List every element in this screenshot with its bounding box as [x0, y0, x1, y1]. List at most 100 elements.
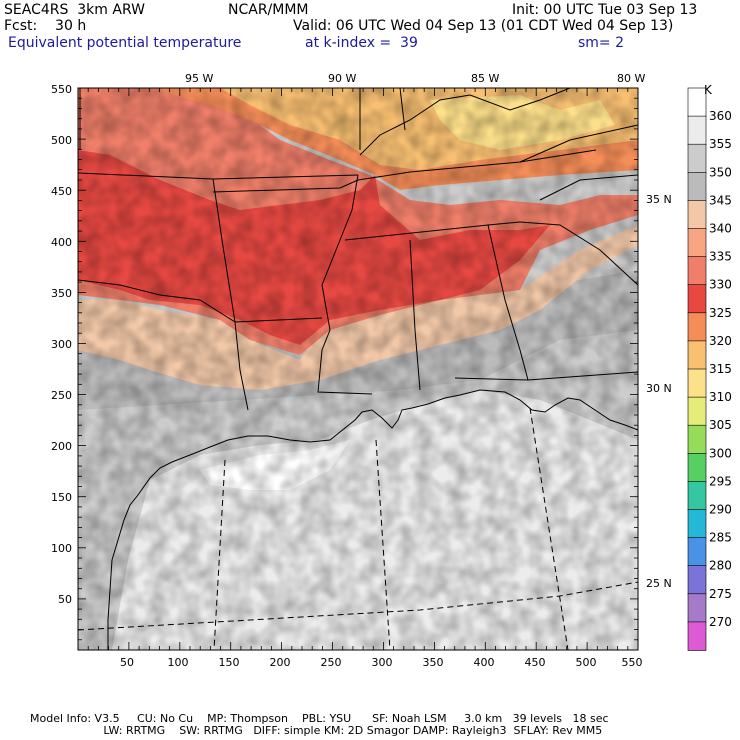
colorbar-swatch	[687, 312, 707, 342]
colorbar-swatch	[687, 396, 707, 427]
lat-line-25n	[78, 581, 638, 631]
colorbar-swatch	[687, 452, 707, 483]
colorbar-swatch	[687, 368, 707, 398]
mississippi-river	[317, 174, 373, 395]
model-info-line2: LW: RRTMG SW: RRTMG DIFF: simple KM: 2D …	[30, 724, 603, 737]
lon-label-90w: 90 W	[328, 72, 356, 85]
y-tick-label-450: 450	[51, 185, 72, 198]
colorbar-swatch	[687, 424, 707, 455]
colorbar-label: 285	[709, 531, 732, 545]
tennessee-north-border	[357, 149, 597, 181]
lat-lon-grid	[78, 407, 638, 650]
colorbar-label: 280	[709, 559, 732, 573]
gulf-coastline	[111, 389, 638, 561]
indiana-ohio-border	[399, 88, 406, 131]
y-axis-labels: 50 100 150 200 250 300 350 400 450 500 5…	[51, 83, 72, 606]
georgia-carolina-border	[519, 221, 638, 286]
forecast-hour: Fcst: 30 h	[4, 18, 87, 34]
colorbar-swatch	[687, 340, 707, 370]
x-tick-label-50: 50	[120, 656, 134, 669]
y-tick-label-350: 350	[51, 287, 72, 300]
x-tick-label-550: 550	[622, 656, 643, 669]
colorbar-swatch	[687, 200, 707, 230]
model-info-line1: Model Info: V3.5 CU: No Cu MP: Thompson …	[30, 712, 609, 725]
colorbar-swatch	[687, 481, 707, 511]
lon-label-85w: 85 W	[471, 72, 499, 85]
field-name: Equivalent potential temperature	[8, 35, 242, 51]
alabama-georgia-border	[487, 224, 529, 381]
x-tick-label-450: 450	[525, 656, 546, 669]
y-tick-label-550: 550	[51, 83, 72, 96]
field-texture	[78, 88, 638, 650]
arkansas-louisiana-border	[234, 317, 323, 323]
lon-line-90w	[375, 439, 391, 650]
north-carolina-border	[539, 174, 638, 201]
valid-time: Valid: 06 UTC Wed 04 Sep 13 (01 CDT Wed …	[293, 18, 674, 34]
y-tick-label-150: 150	[51, 491, 72, 504]
y-tick-label-250: 250	[51, 389, 72, 402]
colorbar-label: 345	[709, 193, 732, 207]
organization: NCAR/MMM	[228, 2, 309, 18]
coastline	[107, 389, 638, 650]
colorbar-swatch	[687, 228, 707, 258]
x-tick-label-500: 500	[576, 656, 597, 669]
colorbar-label: 295	[709, 474, 732, 488]
lon-line-95w	[213, 459, 226, 650]
colorbar-swatch	[687, 509, 707, 539]
lon-line-85w	[529, 407, 569, 650]
lat-label-35n: 35 N	[646, 193, 672, 206]
y-tick-label-50: 50	[58, 593, 72, 606]
colorbar-label: 355	[709, 137, 732, 151]
x-tick-label-250: 250	[321, 656, 342, 669]
colorbar-label: 320	[709, 334, 732, 348]
colorbar-swatch	[687, 284, 707, 314]
colorbar-swatch	[687, 621, 707, 651]
colorbar-swatch	[687, 537, 707, 567]
florida-georgia-border	[454, 371, 638, 381]
init-time: Init: 00 UTC Tue 03 Sep 13	[512, 2, 698, 18]
colorbar-label: 290	[709, 503, 732, 517]
colorbar-unit: K	[704, 83, 713, 97]
smoothing-info: sm= 2	[578, 35, 625, 51]
colorbar-swatch	[687, 115, 707, 145]
axis-ticks	[78, 87, 639, 650]
arkansas-missouri-border	[212, 179, 359, 193]
lat-label-30n: 30 N	[646, 382, 672, 395]
mexico-coastline	[107, 559, 113, 650]
y-tick-label-300: 300	[51, 338, 72, 351]
louisiana-west-border	[234, 321, 249, 411]
colorbar-label: 325	[709, 306, 732, 320]
y-tick-label-100: 100	[51, 542, 72, 555]
colorbar-swatch	[687, 172, 707, 202]
theta-e-field	[78, 88, 638, 650]
colorbar-label: 310	[709, 390, 732, 404]
kentucky-ohio-river	[359, 94, 471, 156]
map-frame	[77, 87, 639, 651]
x-tick-label-350: 350	[423, 656, 444, 669]
y-tick-label-200: 200	[51, 440, 72, 453]
geo-labels: 95 W 90 W 85 W 80 W 35 N 30 N 25 N	[185, 72, 672, 590]
colorbar-swatch	[687, 565, 707, 595]
colorbar-label: 330	[709, 278, 732, 292]
colorbar-label: 350	[709, 165, 732, 179]
mississippi-alabama-border	[409, 239, 421, 391]
x-tick-label-100: 100	[168, 656, 189, 669]
y-tick-label-500: 500	[51, 134, 72, 147]
colorbar-label: 360	[709, 109, 732, 123]
colorbar-label: 340	[709, 222, 732, 236]
lat-label-25n: 25 N	[646, 577, 672, 590]
colorbar-label: 270	[709, 615, 732, 629]
lon-label-80w: 80 W	[617, 72, 645, 85]
colorbar-swatch	[687, 593, 707, 623]
x-tick-label-400: 400	[474, 656, 495, 669]
state-boundaries	[78, 88, 638, 411]
x-tick-label-150: 150	[219, 656, 240, 669]
arkansas-west-border	[212, 178, 236, 323]
x-axis-labels: 50 100 150 200 250 300 350 400 450 500 5…	[120, 656, 643, 669]
lon-label-95w: 95 W	[185, 72, 213, 85]
oklahoma-texas-border	[78, 279, 236, 323]
virginia-border	[519, 124, 638, 163]
colorbar-swatch	[687, 143, 707, 174]
colorbar-label: 300	[709, 446, 732, 460]
